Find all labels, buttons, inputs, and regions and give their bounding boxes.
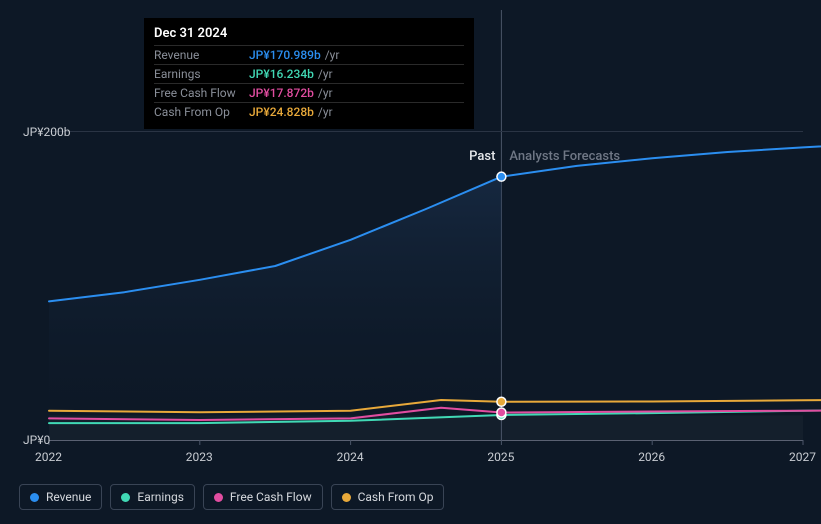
tooltip-row-value: JP¥170.989b: [249, 48, 321, 62]
tooltip-row: RevenueJP¥170.989b/yr: [154, 45, 464, 64]
x-axis-tick-label: 2025: [487, 450, 514, 464]
x-axis-tick-label: 2022: [35, 450, 62, 464]
tooltip-row-value: JP¥24.828b: [249, 105, 314, 119]
chart-tooltip: Dec 31 2024 RevenueJP¥170.989b/yrEarning…: [144, 18, 474, 129]
tooltip-row-label: Free Cash Flow: [154, 86, 249, 100]
tooltip-row-unit: /yr: [318, 105, 333, 119]
tooltip-row-label: Revenue: [154, 48, 249, 62]
legend-dot-icon: [342, 493, 351, 502]
region-label-past: Past: [469, 149, 495, 164]
legend-item-label: Earnings: [137, 490, 184, 504]
x-axis-tick-label: 2027: [789, 450, 816, 464]
legend-item-label: Revenue: [46, 490, 91, 504]
legend-dot-icon: [30, 493, 39, 502]
tooltip-title: Dec 31 2024: [154, 26, 464, 41]
tooltip-row-value: JP¥16.234b: [249, 67, 314, 81]
y-axis-tick-label: JP¥200b: [23, 125, 70, 139]
x-axis-tick-label: 2024: [337, 450, 364, 464]
y-axis-tick-label: JP¥0: [23, 433, 50, 447]
tooltip-row-unit: /yr: [318, 67, 333, 81]
tooltip-row-unit: /yr: [325, 48, 340, 62]
legend-item-label: Free Cash Flow: [230, 490, 312, 504]
legend-dot-icon: [214, 493, 223, 502]
tooltip-row-unit: /yr: [318, 86, 333, 100]
tooltip-row-label: Earnings: [154, 67, 249, 81]
financials-chart: Dec 31 2024 RevenueJP¥170.989b/yrEarning…: [0, 0, 821, 524]
x-axis-tick-label: 2023: [186, 450, 213, 464]
legend-dot-icon: [121, 493, 130, 502]
legend-item-free-cash-flow[interactable]: Free Cash Flow: [203, 484, 323, 510]
legend-item-revenue[interactable]: Revenue: [19, 484, 102, 510]
legend-item-earnings[interactable]: Earnings: [110, 484, 195, 510]
chart-legend: Revenue Earnings Free Cash Flow Cash From O…: [19, 484, 444, 510]
tooltip-row-label: Cash From Op: [154, 105, 249, 119]
legend-item-label: Cash From Op: [358, 490, 434, 504]
x-axis-tick-label: 2026: [638, 450, 665, 464]
region-label-forecast: Analysts Forecasts: [509, 149, 620, 164]
tooltip-row: Cash From OpJP¥24.828b/yr: [154, 102, 464, 121]
tooltip-row-value: JP¥17.872b: [249, 86, 314, 100]
legend-item-cash-from-op[interactable]: Cash From Op: [331, 484, 445, 510]
tooltip-row: EarningsJP¥16.234b/yr: [154, 64, 464, 83]
tooltip-row: Free Cash FlowJP¥17.872b/yr: [154, 83, 464, 102]
